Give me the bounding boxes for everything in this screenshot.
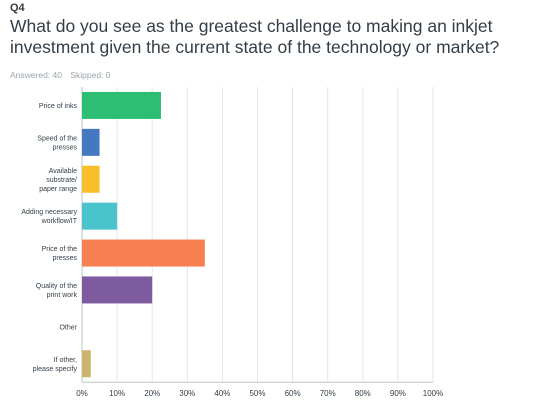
x-tick-label: 50% xyxy=(249,389,265,398)
category-label: Speed of the presses xyxy=(37,135,77,151)
answered-count: Answered: 40 xyxy=(10,70,62,80)
category-label: Adding necessary workflow/IT xyxy=(21,209,77,225)
x-tick-label: 80% xyxy=(355,389,371,398)
x-tick-label: 10% xyxy=(109,389,125,398)
x-tick-label: 0% xyxy=(76,389,88,398)
x-tick-label: 70% xyxy=(320,389,336,398)
category-label: If other, please specify xyxy=(33,357,78,373)
response-stats: Answered: 40 Skipped: 0 xyxy=(10,70,117,80)
bar xyxy=(82,350,91,378)
category-label: Price of inks xyxy=(39,103,78,110)
x-tick-label: 100% xyxy=(423,389,443,398)
bar xyxy=(82,202,118,230)
x-tick-label: 90% xyxy=(390,389,406,398)
x-tick-label: 40% xyxy=(214,389,230,398)
x-tick-label: 20% xyxy=(144,389,160,398)
question-title: What do you see as the greatest challeng… xyxy=(10,16,500,57)
bar xyxy=(82,91,161,119)
x-tick-label: 60% xyxy=(285,389,301,398)
question-number: Q4 xyxy=(10,2,25,14)
skipped-count: Skipped: 0 xyxy=(70,70,111,80)
category-label: Price of the presses xyxy=(42,246,78,262)
bar xyxy=(82,239,205,267)
category-label: Other xyxy=(59,324,77,331)
x-tick-label: 30% xyxy=(179,389,195,398)
bar xyxy=(82,128,100,156)
bar xyxy=(82,165,100,193)
bar xyxy=(82,276,153,304)
category-label: Quality of the print work xyxy=(36,283,78,299)
category-label: Available substrate/paper range xyxy=(39,168,77,193)
